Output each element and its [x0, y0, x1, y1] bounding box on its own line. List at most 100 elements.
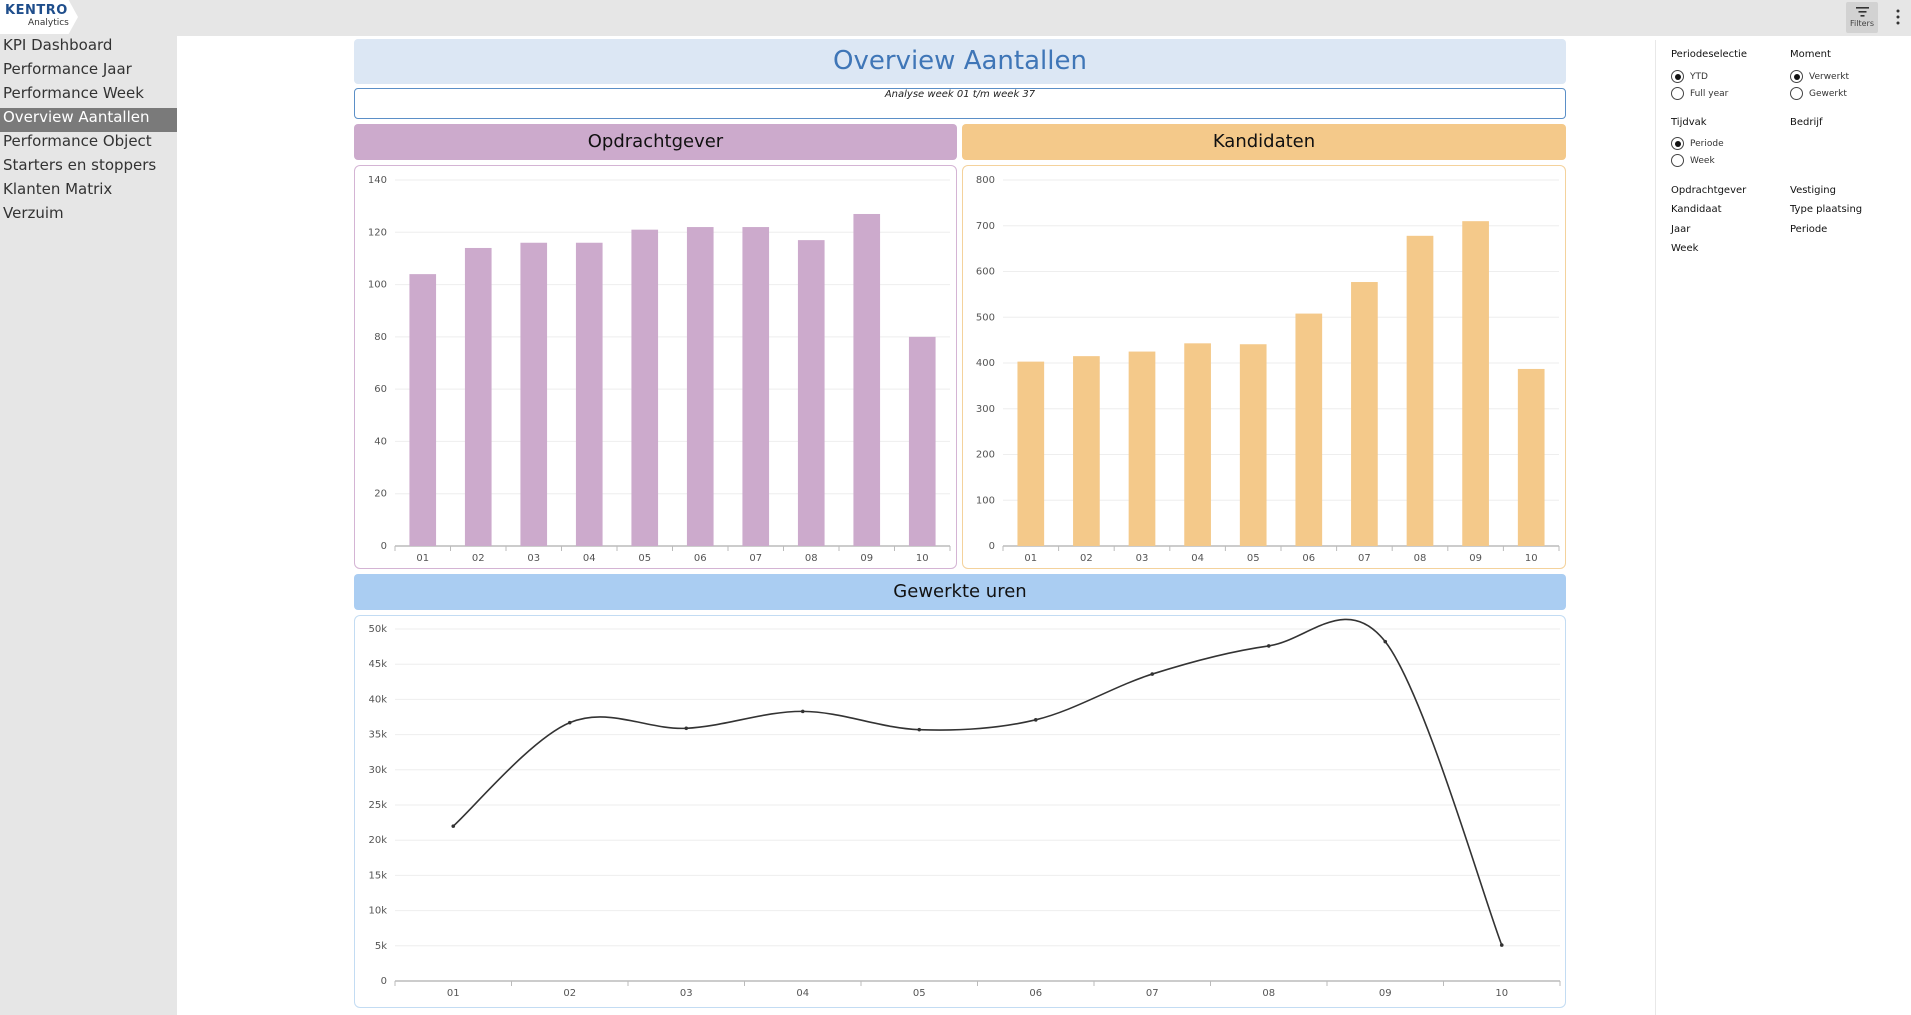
opdrachtgever-header: Opdrachtgever [354, 124, 957, 160]
opdrachtgever-bar-chart: 0 20 40 60 80 100 120 140 01 02 03 04 05 06 07 08 09 10 [368, 175, 951, 564]
bar-07 [1351, 282, 1378, 546]
y-tick-label: 20 [374, 489, 387, 500]
type-plaatsing-filter[interactable]: Type plaatsing [1790, 204, 1863, 215]
bar-04 [1184, 343, 1211, 546]
radio-label: Periode [1690, 138, 1724, 149]
kentro-logo: KENTRO Analytics [0, 0, 78, 34]
sidebar-item-klanten-matrix[interactable]: Klanten Matrix [3, 180, 113, 198]
radio-gewerkt[interactable]: Gewerkt [1790, 87, 1847, 100]
radio-verwerkt[interactable]: Verwerkt [1790, 70, 1849, 83]
point-03 [684, 726, 689, 731]
point-04 [800, 709, 805, 714]
radio-ytd[interactable]: YTD [1671, 70, 1708, 83]
radio-label: YTD [1690, 71, 1708, 82]
x-tick-label: 01 [447, 988, 460, 999]
x-tick-label: 08 [1414, 553, 1427, 564]
x-tick-label: 07 [1358, 553, 1371, 564]
radio-button[interactable] [1671, 137, 1684, 150]
y-tick-label: 20k [368, 835, 387, 846]
x-tick-label: 05 [913, 988, 926, 999]
x-tick-label: 08 [805, 553, 818, 564]
x-tick-label: 09 [1469, 553, 1482, 564]
bar-02 [464, 247, 492, 546]
x-tick-label: 06 [1302, 553, 1315, 564]
opdrachtgever-title: Opdrachtgever [587, 131, 724, 152]
moment-title: Moment [1790, 49, 1831, 60]
sidebar-item-performance-jaar[interactable]: Performance Jaar [3, 60, 132, 78]
radio-button[interactable] [1671, 87, 1684, 100]
y-tick-label: 60 [374, 384, 387, 395]
y-tick-label: 30k [368, 765, 387, 776]
radio-full-year[interactable]: Full year [1671, 87, 1728, 100]
y-tick-label: 40 [374, 436, 387, 447]
bar-09 [853, 213, 881, 546]
sidebar-item-starters-en-stoppers[interactable]: Starters en stoppers [3, 156, 157, 174]
point-06 [1033, 718, 1038, 722]
x-tick-label: 03 [527, 553, 540, 564]
x-tick-label: 07 [1146, 988, 1159, 999]
x-tick-label: 05 [638, 553, 651, 564]
y-tick-label: 100 [976, 495, 995, 506]
kandidaten-chart: 0 100 200 300 400 500 600 700 800 01 02 03 04 05 06 07 0… [962, 165, 1566, 569]
jaar-filter[interactable]: Jaar [1671, 224, 1691, 235]
filters-label: Filters [1850, 19, 1874, 28]
bar-08 [797, 240, 825, 546]
y-tick-label: 0 [381, 541, 387, 552]
x-tick-label: 10 [916, 553, 929, 564]
sidebar-item-verzuim[interactable]: Verzuim [3, 204, 64, 222]
page-title: Overview Aantallen [833, 46, 1087, 76]
point-01 [451, 824, 456, 828]
x-tick-label: 04 [583, 553, 596, 564]
x-tick-label: 01 [416, 553, 429, 564]
logo-subtext: Analytics [28, 18, 69, 28]
x-tick-label: 10 [1495, 988, 1508, 999]
sidebar-item-kpi-dashboard[interactable]: KPI Dashboard [3, 36, 113, 54]
x-tick-label: 01 [1024, 553, 1037, 564]
radio-button[interactable] [1790, 70, 1803, 83]
sidebar-item-performance-object[interactable]: Performance Object [3, 132, 152, 150]
opdrachtgever-filter[interactable]: Opdrachtgever [1671, 185, 1747, 196]
y-tick-label: 600 [976, 267, 995, 278]
kandidaten-title: Kandidaten [1212, 131, 1316, 152]
periode-filter[interactable]: Periode [1790, 224, 1828, 235]
gewerkte-uren-chart: 0 5k 10k 15k 20k 25k 30k 35k 40k 45k 50k 01 02 03 04 05… [354, 615, 1566, 1008]
bar-08 [1406, 235, 1434, 546]
radio-week[interactable]: Week [1671, 154, 1715, 167]
kandidaat-filter[interactable]: Kandidaat [1671, 204, 1722, 215]
x-tick-label: 02 [1080, 553, 1093, 564]
kandidaten-header: Kandidaten [962, 124, 1566, 160]
y-tick-label: 10k [368, 906, 387, 917]
x-tick-label: 02 [472, 553, 485, 564]
point-02 [567, 720, 572, 725]
x-tick-label: 06 [694, 553, 707, 564]
y-tick-label: 500 [976, 312, 995, 323]
x-tick-label: 02 [563, 988, 576, 999]
radio-button[interactable] [1790, 87, 1803, 100]
y-tick-label: 140 [368, 175, 387, 186]
vestiging-filter[interactable]: Vestiging [1790, 185, 1836, 196]
bar-02 [1073, 356, 1100, 546]
radio-label: Verwerkt [1809, 71, 1850, 82]
week-filter[interactable]: Week [1671, 243, 1699, 254]
y-tick-label: 50k [368, 624, 387, 635]
radio-button[interactable] [1671, 70, 1684, 83]
bar-10 [908, 336, 936, 546]
radio-button[interactable] [1671, 154, 1684, 167]
sidebar-nav: KPI Dashboard Performance Jaar Performance… [0, 36, 177, 1015]
y-tick-label: 200 [976, 450, 995, 461]
bar-07 [742, 227, 770, 547]
bedrijf-filter[interactable]: Bedrijf [1790, 117, 1823, 128]
point-07 [1150, 672, 1155, 676]
y-tick-label: 35k [368, 730, 387, 741]
more-options-icon[interactable] [1893, 7, 1903, 27]
tijdvak-title: Tijdvak [1671, 117, 1707, 128]
radio-periode[interactable]: Periode [1671, 137, 1724, 150]
y-tick-label: 5k [375, 941, 387, 952]
y-tick-label: 700 [976, 221, 995, 232]
gewerkte-uren-title: Gewerkte uren [893, 581, 1027, 602]
gewerkte-uren-line-chart: 0 5k 10k 15k 20k 25k 30k 35k 40k 45k 50k 01 02 03 04 05… [368, 618, 1561, 999]
sidebar-item-performance-week[interactable]: Performance Week [3, 84, 144, 102]
bar-05 [631, 229, 659, 546]
sidebar-item-overview-aantallen[interactable]: Overview Aantallen [0, 108, 177, 132]
filters-button[interactable]: Filters [1846, 2, 1878, 33]
